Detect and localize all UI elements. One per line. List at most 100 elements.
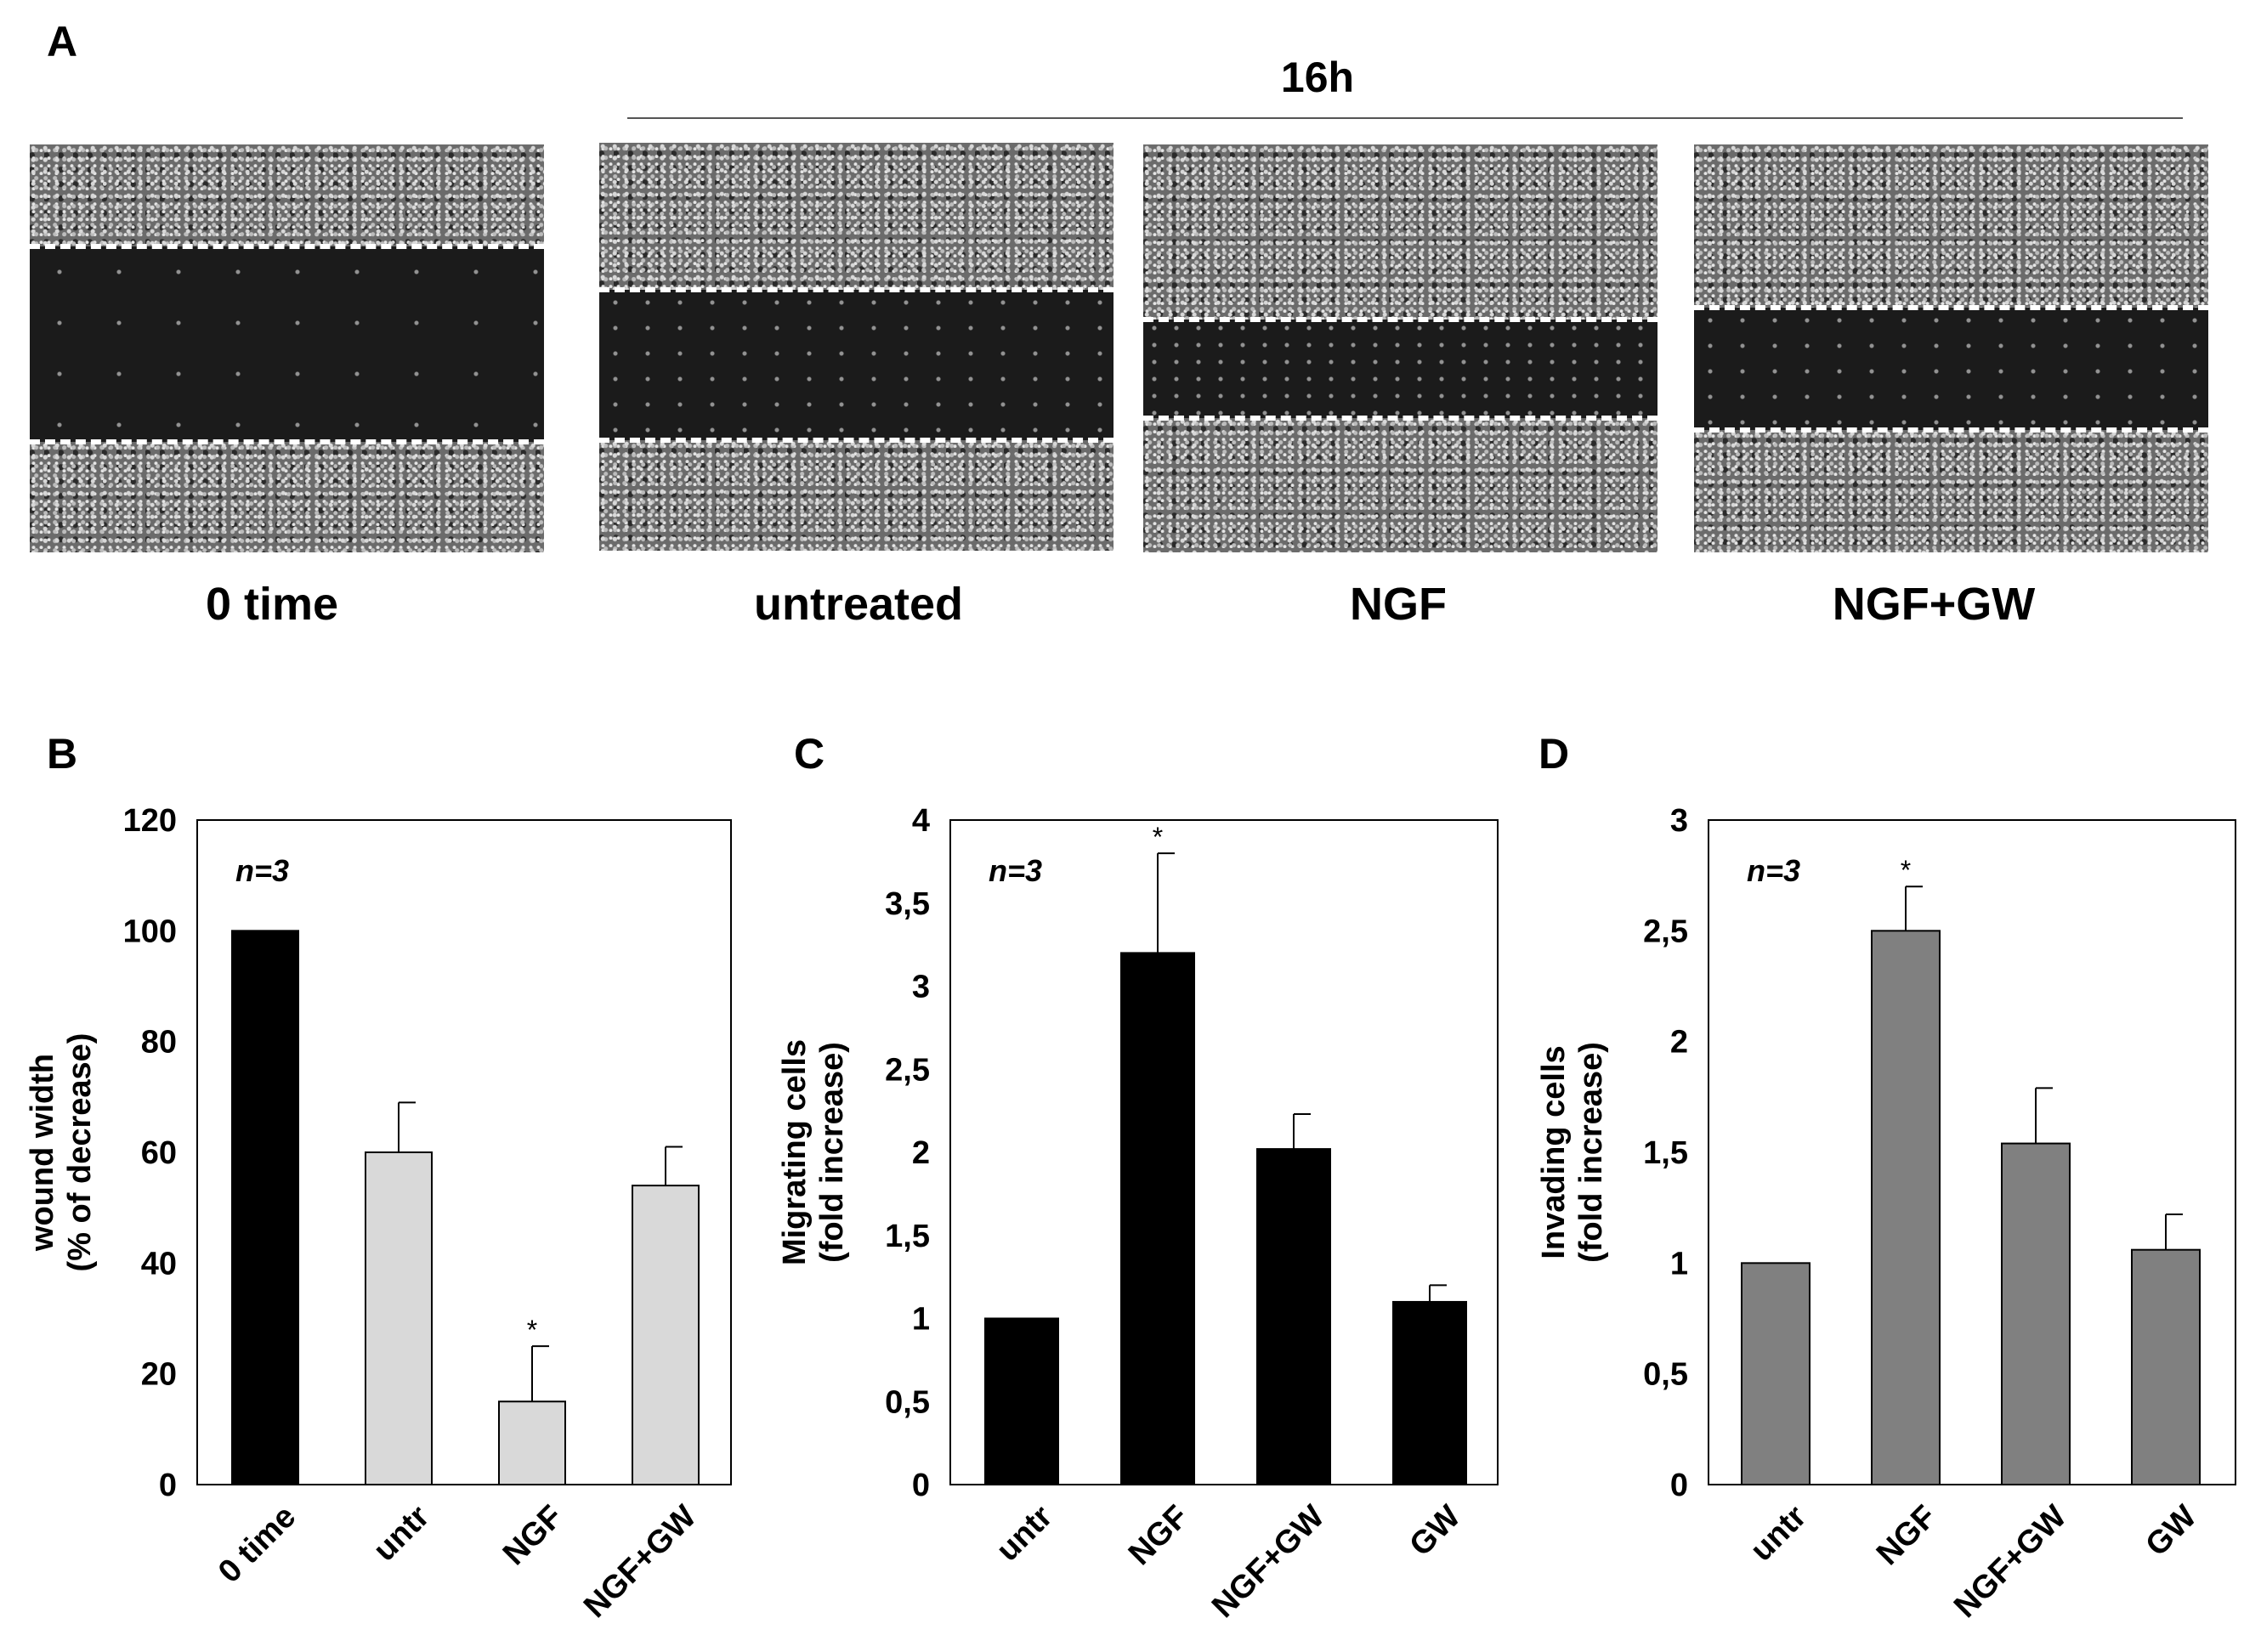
micrograph-untreated bbox=[599, 143, 1114, 551]
y-tick-label-d: 1 bbox=[1670, 1246, 1688, 1281]
x-tick-label-b-3: NGF+GW bbox=[577, 1499, 703, 1625]
y-axis-label-line: Invading cells bbox=[1536, 1045, 1572, 1259]
y-tick-label-c: 3 bbox=[912, 970, 930, 1005]
bar-d-0 bbox=[1741, 1262, 1810, 1486]
x-tick-label-d-2: NGF+GW bbox=[1947, 1499, 2073, 1625]
cell-layer-bottom bbox=[30, 442, 544, 552]
x-tick-label-d-3: GW bbox=[2139, 1499, 2203, 1564]
micrograph-label-untreated: untreated bbox=[753, 579, 964, 630]
time-header: 16h bbox=[1280, 54, 1355, 101]
header-line bbox=[627, 117, 2183, 119]
y-tick-label-b: 100 bbox=[123, 914, 177, 949]
cell-layer-top bbox=[1694, 144, 2208, 308]
wound-edge-bottom bbox=[1143, 416, 1658, 421]
cell-layer-bottom bbox=[1694, 430, 2208, 552]
panel-letter-c: C bbox=[794, 730, 825, 778]
y-axis-label-line: Migrating cells bbox=[777, 1039, 813, 1265]
y-axis-label-line: (% of decrease) bbox=[62, 1033, 98, 1272]
n-annotation-c: n=3 bbox=[989, 853, 1042, 888]
y-axis-label-line: (fold increase) bbox=[1573, 1042, 1609, 1263]
micrograph-0-time bbox=[30, 144, 544, 552]
x-tick-label-c-2: NGF+GW bbox=[1205, 1499, 1331, 1625]
micrograph-label-ngf: NGF bbox=[1350, 579, 1447, 630]
significance-star-d: * bbox=[1901, 855, 1911, 885]
bar-d-1 bbox=[1871, 930, 1941, 1486]
plot-frame-b bbox=[196, 819, 732, 1485]
wound-edge-bottom bbox=[599, 438, 1114, 443]
bar-c-3 bbox=[1392, 1300, 1467, 1485]
micrograph-ngf-gw bbox=[1694, 144, 2208, 552]
wound-edge-top bbox=[30, 244, 544, 249]
micrograph-label-0-time: 0 time bbox=[205, 579, 339, 630]
y-tick-label-d: 2,5 bbox=[1643, 914, 1688, 949]
cell-layer-top bbox=[599, 143, 1114, 290]
n-annotation-b: n=3 bbox=[235, 853, 289, 888]
bar-c-2 bbox=[1256, 1148, 1331, 1485]
x-tick-label-b-2: NGF bbox=[496, 1499, 570, 1572]
bar-d-3 bbox=[2131, 1248, 2201, 1486]
y-axis-label-line: (fold increase) bbox=[814, 1042, 850, 1263]
bar-b-0 bbox=[231, 930, 299, 1486]
y-axis-label-c: Migrating cells(fold increase) bbox=[777, 1039, 850, 1265]
y-tick-label-d: 0,5 bbox=[1643, 1357, 1688, 1393]
y-tick-label-b: 20 bbox=[141, 1357, 177, 1393]
panel-letter-b: B bbox=[47, 730, 78, 778]
gap-cells bbox=[1694, 308, 2208, 430]
bar-c-1 bbox=[1120, 952, 1195, 1485]
cell-layer-bottom bbox=[1143, 418, 1658, 552]
plot-frame-d bbox=[1708, 819, 2236, 1485]
y-tick-label-b: 40 bbox=[141, 1246, 177, 1281]
y-axis-label-d: Invading cells(fold increase) bbox=[1536, 1042, 1609, 1263]
gap-cells bbox=[30, 246, 544, 442]
bar-b-3 bbox=[632, 1185, 700, 1485]
y-tick-label-c: 0,5 bbox=[885, 1384, 930, 1420]
significance-star-c: * bbox=[1153, 822, 1163, 852]
y-tick-label-d: 2 bbox=[1670, 1025, 1688, 1061]
cell-layer-top bbox=[1143, 144, 1658, 320]
y-axis-label-line: wound width bbox=[25, 1054, 60, 1252]
bar-b-1 bbox=[365, 1151, 433, 1485]
wound-edge-bottom bbox=[30, 439, 544, 444]
y-tick-label-d: 1,5 bbox=[1643, 1135, 1688, 1171]
x-tick-label-d-0: untr bbox=[1743, 1499, 1813, 1569]
cell-layer-top bbox=[30, 144, 544, 246]
panel-letter-a: A bbox=[47, 18, 78, 65]
wound-edge-top bbox=[1143, 317, 1658, 322]
x-tick-label-c-0: untr bbox=[989, 1499, 1059, 1569]
y-tick-label-d: 3 bbox=[1670, 803, 1688, 839]
wound-edge-top bbox=[1694, 305, 2208, 310]
bar-c-0 bbox=[984, 1317, 1059, 1485]
y-tick-label-b: 120 bbox=[123, 803, 177, 839]
x-tick-label-c-1: NGF bbox=[1122, 1499, 1195, 1572]
gap-cells bbox=[1143, 320, 1658, 418]
y-tick-label-c: 2 bbox=[912, 1135, 930, 1171]
bar-b-2 bbox=[498, 1400, 566, 1485]
y-tick-label-c: 3,5 bbox=[885, 886, 930, 922]
x-tick-label-c-3: GW bbox=[1402, 1499, 1467, 1564]
significance-star-b: * bbox=[527, 1315, 537, 1345]
wound-edge-top bbox=[599, 287, 1114, 292]
wound-edge-bottom bbox=[1694, 427, 2208, 433]
y-tick-label-c: 1 bbox=[912, 1302, 930, 1338]
n-annotation-d: n=3 bbox=[1747, 853, 1800, 888]
y-tick-label-c: 1,5 bbox=[885, 1219, 930, 1254]
cell-layer-bottom bbox=[599, 440, 1114, 551]
micrograph-label-ngf-gw: NGF+GW bbox=[1832, 579, 2036, 630]
y-tick-label-d: 0 bbox=[1670, 1468, 1688, 1503]
y-tick-label-b: 80 bbox=[141, 1025, 177, 1061]
bar-d-2 bbox=[2001, 1142, 2071, 1486]
micrograph-ngf bbox=[1143, 144, 1658, 552]
y-tick-label-c: 2,5 bbox=[885, 1052, 930, 1088]
y-tick-label-c: 0 bbox=[912, 1468, 930, 1503]
plot-frame-c bbox=[949, 819, 1499, 1485]
x-tick-label-d-1: NGF bbox=[1870, 1499, 1943, 1572]
x-tick-label-b-1: untr bbox=[366, 1499, 436, 1569]
y-tick-label-c: 4 bbox=[912, 803, 930, 839]
y-tick-label-b: 0 bbox=[159, 1468, 177, 1503]
y-tick-label-b: 60 bbox=[141, 1135, 177, 1171]
y-axis-label-b: wound width(% of decrease) bbox=[25, 1033, 98, 1272]
panel-letter-d: D bbox=[1538, 730, 1570, 778]
gap-cells bbox=[599, 290, 1114, 440]
x-tick-label-b-0: 0 time bbox=[212, 1499, 303, 1590]
